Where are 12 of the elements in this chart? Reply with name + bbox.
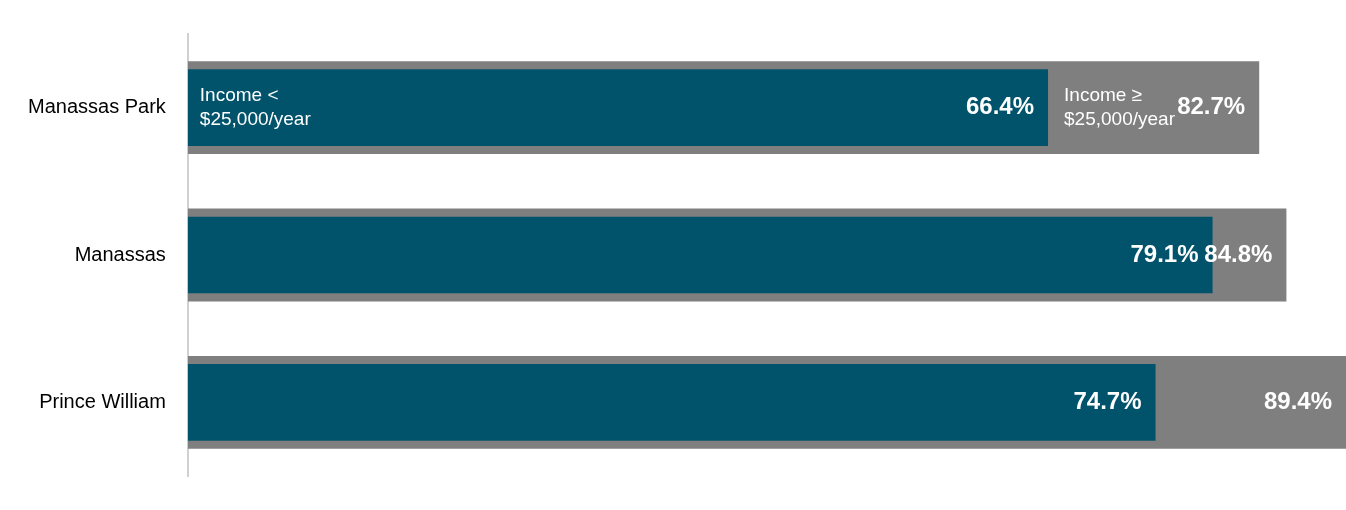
y-tick-label: Prince William — [39, 389, 166, 412]
data-label: 89.4% — [1263, 386, 1332, 414]
bar — [187, 364, 1156, 441]
y-tick-label: Manassas — [74, 242, 166, 265]
series-label: Income ≥ $25,000/year — [1064, 83, 1176, 129]
data-label: 82.7% — [1177, 92, 1246, 120]
data-label: 74.7% — [1073, 386, 1142, 414]
data-label: 66.4% — [965, 92, 1035, 120]
y-tick-label: Manassas Park — [27, 95, 167, 118]
bar — [187, 69, 1049, 146]
data-label: 79.1% — [1130, 239, 1199, 267]
series-label: Income < $25,000/year — [199, 83, 312, 129]
